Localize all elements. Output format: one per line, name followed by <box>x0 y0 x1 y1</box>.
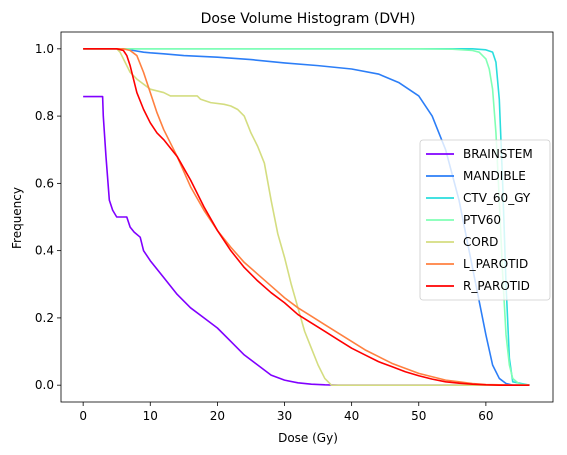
y-tick-label: 0.4 <box>35 244 54 258</box>
chart-title: Dose Volume Histogram (DVH) <box>201 11 416 27</box>
series-line-l-parotid <box>83 48 530 386</box>
x-axis: 0 10 20 30 40 50 60 <box>79 402 494 423</box>
x-tick-label: 10 <box>143 409 158 423</box>
series-line-ptv60 <box>83 48 530 386</box>
legend-entry-label: R_PAROTID <box>463 279 530 293</box>
legend-entry-label: MANDIBLE <box>463 169 526 183</box>
x-axis-label: Dose (Gy) <box>278 431 338 445</box>
x-tick-label: 30 <box>277 409 292 423</box>
y-tick-label: 0.6 <box>35 176 54 190</box>
series-line-cord <box>83 48 530 386</box>
series-line-mandible <box>83 48 530 386</box>
x-tick-label: 20 <box>210 409 225 423</box>
legend-entry-label: PTV60 <box>463 213 501 227</box>
x-tick-label: 60 <box>478 409 493 423</box>
y-tick-label: 0.0 <box>35 378 54 392</box>
plot-frame <box>60 31 554 403</box>
x-tick-label: 0 <box>79 409 87 423</box>
series-layer <box>83 48 530 386</box>
x-tick-label: 40 <box>344 409 359 423</box>
series-line-r-parotid <box>83 48 530 386</box>
series-line-brainstem <box>83 95 530 386</box>
series-line-ctv-60-gy <box>83 48 530 386</box>
y-tick-label: 1.0 <box>35 42 54 56</box>
legend-entry-label: CORD <box>463 235 498 249</box>
legend-entry-label: BRAINSTEM <box>463 147 533 161</box>
y-axis-label: Frequency <box>10 187 24 249</box>
legend-box <box>419 139 551 301</box>
legend: BRAINSTEM MANDIBLE CTV_60_GY PTV60 CORD L_PAR… <box>419 139 551 301</box>
y-axis: 0.0 0.2 0.4 0.6 0.8 1.0 <box>35 42 61 392</box>
y-tick-label: 0.2 <box>35 311 54 325</box>
x-tick-label: 50 <box>411 409 426 423</box>
legend-entry-label: L_PAROTID <box>463 257 528 271</box>
y-tick-label: 0.8 <box>35 109 54 123</box>
legend-entry-label: CTV_60_GY <box>463 191 531 205</box>
